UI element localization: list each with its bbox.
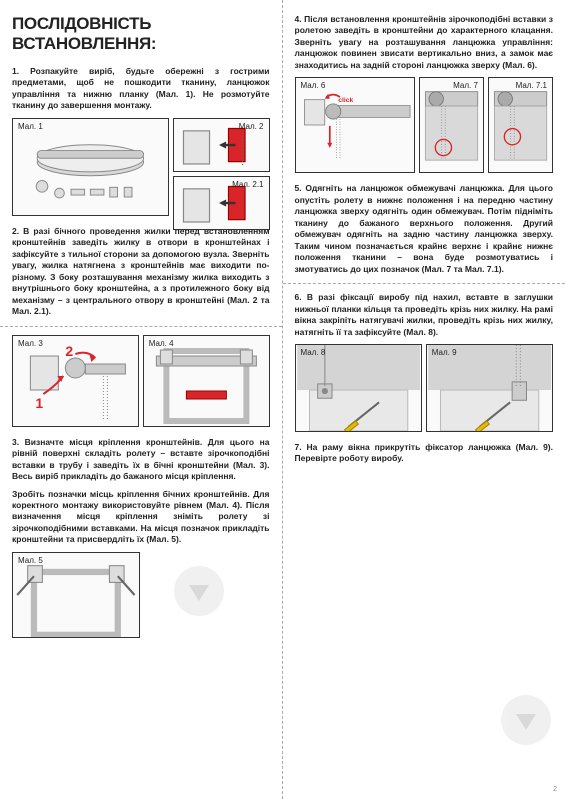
figure-5: Мал. 5	[12, 552, 140, 638]
step-5: 5. Одягніть на ланцюжок обмежувачі ланцю…	[295, 183, 554, 275]
figure-4: Мал. 4	[143, 335, 270, 427]
figure-2-1: Мал. 2.1	[173, 176, 270, 230]
step-7: 7. На раму вікна прикрутіть фіксатор лан…	[295, 442, 554, 465]
step-4: 4. Після встановлення кронштейнів зірочк…	[295, 14, 554, 71]
step-3b: Зробіть позначки місць кріплення бічних …	[12, 489, 270, 546]
page-number: 2	[553, 786, 557, 793]
svg-text:click: click	[338, 98, 353, 105]
divider	[0, 326, 282, 327]
figure-9: Мал. 9	[426, 344, 553, 432]
step-2: 2. В разі бічного проведення жилки перед…	[12, 226, 270, 318]
step-6: 6. В разі фіксації виробу під нахил, вст…	[295, 292, 554, 338]
figure-7-1: Мал. 7.1	[488, 77, 553, 173]
figure-6: Мал. 6 click	[295, 77, 415, 173]
divider	[283, 283, 565, 284]
figure-2: Мал. 2	[173, 118, 270, 172]
svg-text:1: 1	[35, 395, 43, 411]
watermark-icon	[174, 566, 224, 616]
svg-text:2: 2	[65, 343, 73, 359]
figure-3: Мал. 3 1 2	[12, 335, 139, 427]
step-1: 1. Розпакуйте виріб, будьте обережні з г…	[12, 66, 270, 112]
figure-1: Мал. 1	[12, 118, 169, 216]
watermark-icon	[501, 695, 551, 745]
figure-8: Мал. 8	[295, 344, 422, 432]
step-3a: 3. Визначте місця кріплення кронштейнів.…	[12, 437, 270, 483]
figure-7: Мал. 7	[419, 77, 484, 173]
page-title: Послідовність встановлення:	[12, 14, 270, 54]
